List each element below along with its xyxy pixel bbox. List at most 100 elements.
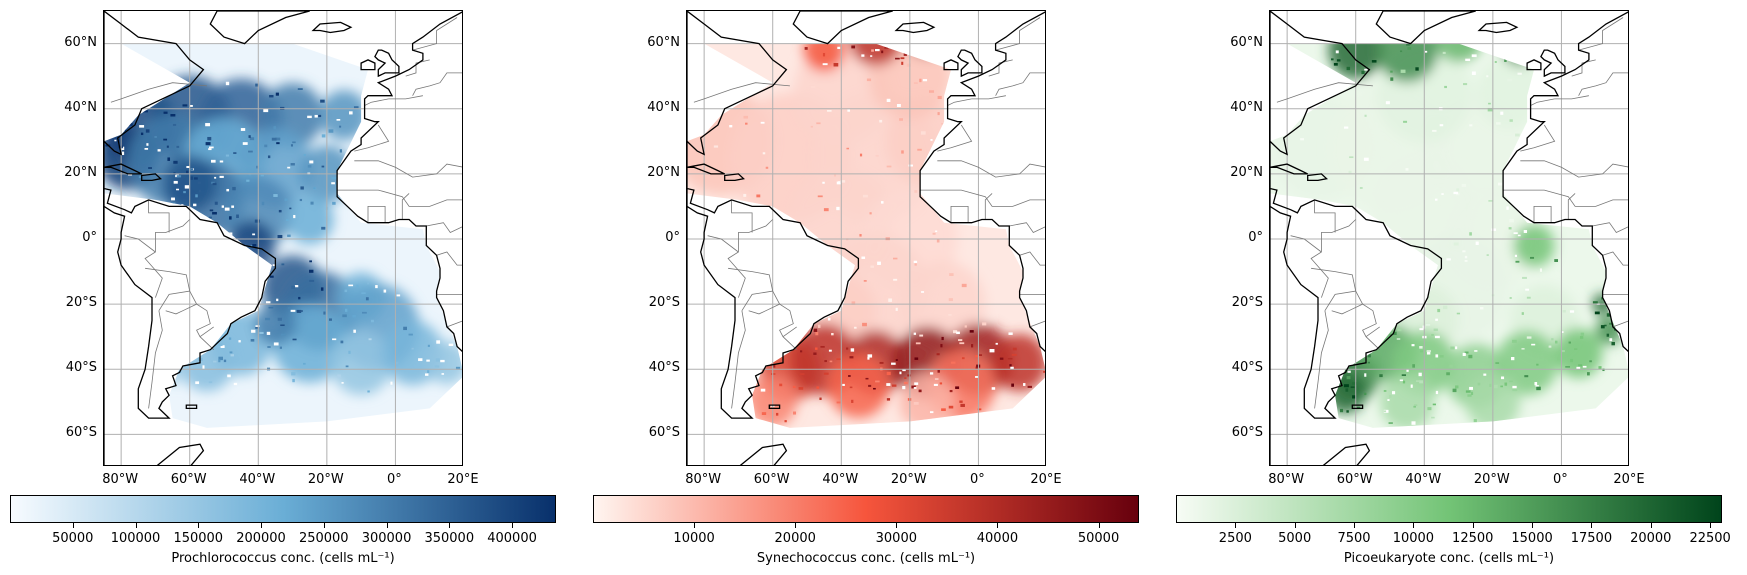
map-panel-picoeukaryote: 60°N 40°N 20°N 0° 20°S 40°S 60°S 80°W 60°W 40°W 20…	[1166, 0, 1731, 575]
coastline	[336, 11, 462, 353]
country-border	[388, 95, 423, 100]
concentration-pixel	[307, 115, 312, 119]
concentration-pixel	[340, 340, 344, 344]
concentration-pixel	[854, 326, 857, 329]
concentration-pixel	[929, 372, 934, 375]
concentration-pixel	[1589, 360, 1592, 363]
concentration-pixel	[448, 343, 454, 347]
country-border	[1324, 290, 1380, 350]
country-border	[1530, 98, 1555, 106]
concentration-pixel	[1462, 250, 1466, 253]
concentration-pixel	[242, 142, 248, 145]
concentration-pixel	[255, 83, 259, 87]
concentration-pixel	[978, 354, 983, 356]
country-border	[412, 17, 458, 51]
concentration-pixel	[891, 384, 897, 387]
concentration-pixel	[1538, 87, 1543, 91]
concentration-pixel	[1456, 312, 1461, 315]
concentration-pixel	[1512, 339, 1517, 343]
concentration-pixel	[1579, 336, 1584, 339]
concentration-pixel	[1526, 296, 1531, 299]
concentration-pixel	[1469, 386, 1473, 390]
concentration-pixel	[1456, 188, 1460, 192]
colorbar-tick-label: 20000	[774, 531, 816, 546]
concentration-pixel	[1300, 138, 1304, 141]
concentration-pixel	[1367, 354, 1371, 358]
longitude-tick-label: 20°E	[1030, 472, 1062, 487]
concentration-pixel	[1352, 382, 1357, 385]
concentration-pixel	[418, 358, 423, 362]
concentration-pixel	[1526, 336, 1532, 339]
concentration-pixel	[1346, 410, 1349, 413]
concentration-pixel	[1598, 366, 1602, 370]
concentration-pixel	[934, 40, 936, 42]
concentration-pixel	[176, 145, 180, 148]
concentration-pixel	[1521, 312, 1524, 315]
colorbar-tick	[896, 523, 898, 528]
concentration-pixel	[1471, 71, 1476, 75]
concentration-pixel	[176, 175, 182, 178]
concentration-pixel	[954, 39, 959, 42]
concentration-pixel	[1554, 259, 1559, 262]
colorbar-tick-label: 5000	[1278, 531, 1312, 546]
colorbar-tick-label: 15000	[1511, 531, 1553, 546]
colorbar-tick	[386, 523, 388, 528]
concentration-pixel	[273, 342, 279, 346]
concentration-pixel	[1548, 345, 1552, 348]
concentration-pixel	[1345, 388, 1349, 392]
concentration-pixel	[1504, 58, 1507, 62]
concentration-pixel	[427, 370, 430, 373]
concentration-pixel	[822, 63, 828, 66]
concentration-pixel	[910, 421, 913, 424]
concentration-pixel	[881, 50, 884, 54]
coastline	[894, 21, 936, 34]
colorbar-tick	[997, 523, 999, 528]
concentration-pixel	[309, 160, 314, 164]
coastline	[1540, 49, 1566, 78]
concentration-pixel	[273, 194, 278, 197]
concentration-pixel	[929, 411, 934, 414]
concentration-pixel	[1515, 260, 1520, 263]
concentration-pixel	[1474, 350, 1478, 352]
concentration-pixel	[365, 297, 369, 301]
concentration-pixel	[847, 109, 851, 112]
concentration-pixel	[846, 347, 849, 350]
concentration-pixel	[1346, 376, 1351, 380]
concentration-pixel	[951, 27, 954, 30]
coastline	[1375, 11, 1476, 45]
longitude-tick-label: 20°E	[1613, 472, 1645, 487]
concentration-pixel	[842, 383, 845, 386]
concentration-pixel	[959, 400, 963, 403]
concentration-pixel	[895, 47, 901, 50]
country-border	[364, 98, 389, 106]
concentration-pixel	[1488, 200, 1494, 202]
concentration-pixel	[816, 386, 820, 389]
concentration-pixel	[977, 408, 982, 411]
concentration-pixel	[766, 212, 771, 217]
concentration-pixel	[281, 263, 285, 266]
concentration-pixel	[332, 201, 336, 205]
concentration-pixel	[836, 358, 841, 360]
concentration-pixel	[1359, 187, 1363, 189]
concentration-pixel	[940, 43, 944, 47]
concentration-pixel	[172, 123, 177, 126]
concentration-pixel	[195, 381, 200, 385]
concentration-pixel	[153, 82, 159, 85]
coastline	[1351, 404, 1364, 410]
country-border	[436, 251, 462, 266]
concentration-pixel	[114, 104, 117, 108]
concentration-pixel	[873, 387, 876, 390]
concentration-pixel	[888, 298, 892, 302]
concentration-pixel	[1487, 107, 1493, 112]
concentration-pixel	[1592, 301, 1598, 304]
concentration-pixel	[948, 314, 952, 316]
concentration-pixel	[163, 138, 168, 141]
concentration-pixel	[251, 329, 256, 333]
concentration-pixel	[942, 35, 946, 37]
concentration-pixel	[1007, 357, 1013, 360]
concentration-pixel	[769, 341, 774, 344]
concentration-pixel	[1461, 183, 1467, 187]
concentration-pixel	[261, 201, 265, 206]
country-border	[1554, 95, 1589, 100]
concentration-pixel	[367, 282, 370, 285]
